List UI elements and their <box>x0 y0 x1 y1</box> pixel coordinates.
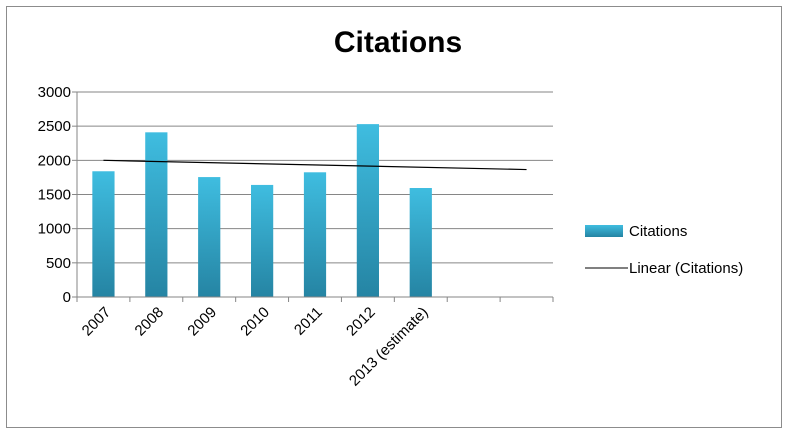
y-tick-label: 3000 <box>38 84 71 101</box>
y-tick-label: 0 <box>63 289 71 306</box>
bar-2007 <box>92 171 115 297</box>
x-tick-label: 2011 <box>291 304 326 339</box>
legend-swatch-citations <box>585 225 623 237</box>
y-tick-label: 2000 <box>38 152 71 169</box>
x-tick-label: 2010 <box>237 304 273 340</box>
trendline-group <box>103 159 527 171</box>
x-tick-label: 2007 <box>79 304 115 340</box>
y-tick-label: 1000 <box>38 221 71 238</box>
trendline <box>103 159 527 171</box>
y-tick-label: 1500 <box>38 187 71 204</box>
legend-label-citations: Citations <box>629 223 687 240</box>
bar-2013 (estimate) <box>409 188 432 297</box>
axes <box>72 91 554 302</box>
x-tick-label: 2008 <box>132 304 168 340</box>
legend: Citations Linear (Citations) <box>585 223 743 277</box>
chart-title: Citations <box>333 26 463 59</box>
y-tick-labels: 0 500 1000 1500 2000 2500 3000 <box>38 84 71 306</box>
chart-frame <box>6 6 782 428</box>
x-tick-label: 2009 <box>184 304 220 340</box>
bar-2008 <box>145 132 168 297</box>
bars <box>92 124 432 297</box>
x-tick-label: 2012 <box>343 304 379 340</box>
bar-2011 <box>303 172 327 297</box>
legend-label-linear: Linear (Citations) <box>629 260 743 277</box>
bar-2010 <box>251 184 274 297</box>
y-tick-label: 2500 <box>38 118 71 135</box>
bar-2009 <box>198 177 221 297</box>
y-tick-label: 500 <box>46 255 71 272</box>
bar-2012 <box>356 124 379 297</box>
